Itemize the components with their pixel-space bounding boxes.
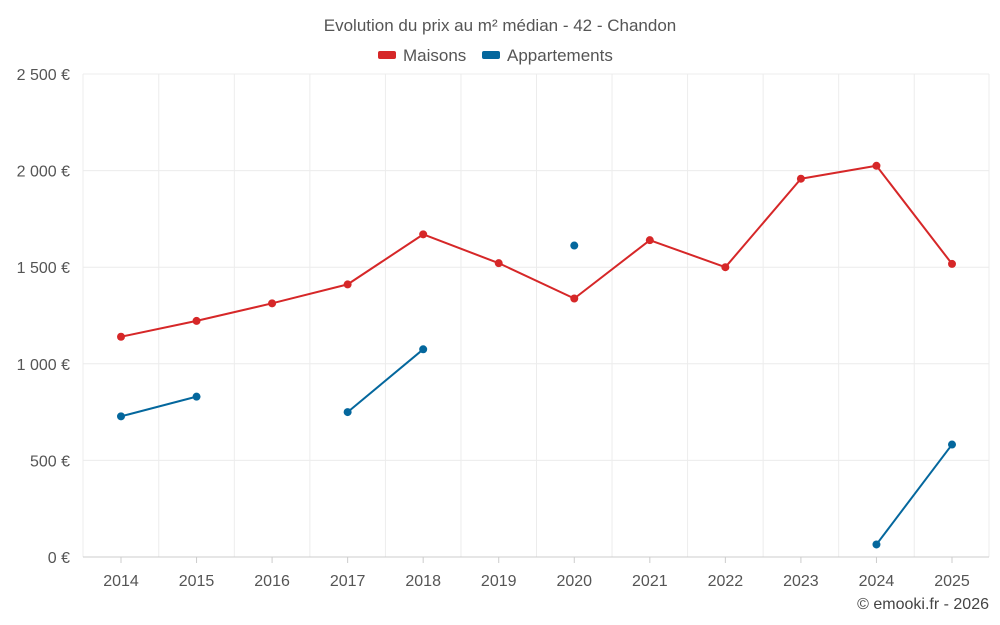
data-point-maisons-2016[interactable] bbox=[268, 299, 277, 308]
data-point-maisons-2021[interactable] bbox=[645, 236, 654, 245]
series-maisons bbox=[117, 161, 956, 341]
x-tick-label: 2025 bbox=[934, 573, 970, 590]
x-tick-label: 2014 bbox=[103, 573, 139, 590]
chart-title: Evolution du prix au m² médian - 42 - Ch… bbox=[324, 16, 676, 35]
data-point-appartements-2024[interactable] bbox=[872, 540, 881, 549]
series-layer bbox=[117, 161, 956, 549]
y-tick-label: 500 € bbox=[30, 453, 70, 470]
x-tick-label: 2018 bbox=[405, 573, 441, 590]
data-point-maisons-2019[interactable] bbox=[494, 259, 503, 268]
x-tick-label: 2015 bbox=[179, 573, 215, 590]
data-point-maisons-2014[interactable] bbox=[117, 332, 125, 341]
series-line-appartements bbox=[875, 443, 953, 546]
y-tick-label: 0 € bbox=[48, 550, 70, 567]
y-tick-label: 2 000 € bbox=[17, 164, 70, 181]
data-point-appartements-2025[interactable] bbox=[948, 440, 956, 449]
data-point-appartements-2014[interactable] bbox=[117, 412, 125, 421]
data-point-maisons-2022[interactable] bbox=[721, 263, 730, 272]
data-point-maisons-2024[interactable] bbox=[872, 161, 881, 170]
grid bbox=[82, 73, 990, 558]
data-point-maisons-2023[interactable] bbox=[796, 174, 805, 183]
data-point-appartements-2020[interactable] bbox=[570, 241, 579, 250]
legend-label-appartements[interactable]: Appartements bbox=[507, 46, 613, 65]
x-tick-label: 2023 bbox=[783, 573, 819, 590]
y-axis-ticks: 0 € 500 € 1 000 € 1 500 € 2 000 € 2 500 € bbox=[17, 67, 70, 567]
legend-label-maisons[interactable]: Maisons bbox=[403, 46, 466, 65]
data-point-maisons-2025[interactable] bbox=[948, 259, 956, 268]
y-tick-label: 1 000 € bbox=[17, 357, 70, 374]
data-point-maisons-2018[interactable] bbox=[419, 230, 428, 239]
data-point-maisons-2015[interactable] bbox=[192, 316, 201, 325]
data-point-maisons-2017[interactable] bbox=[343, 280, 352, 289]
legend: Maisons Appartements bbox=[378, 46, 613, 65]
y-tick-label: 2 500 € bbox=[17, 67, 70, 84]
data-point-appartements-2018[interactable] bbox=[419, 345, 428, 354]
legend-swatch-maisons bbox=[378, 51, 396, 59]
x-tick-label: 2019 bbox=[481, 573, 517, 590]
legend-swatch-appartements bbox=[482, 51, 500, 59]
x-tick-label: 2020 bbox=[556, 573, 592, 590]
x-tick-label: 2024 bbox=[859, 573, 895, 590]
x-tick-label: 2021 bbox=[632, 573, 668, 590]
data-point-appartements-2015[interactable] bbox=[192, 392, 201, 401]
y-tick-label: 1 500 € bbox=[17, 260, 70, 277]
series-line-appartements bbox=[120, 395, 197, 418]
x-axis-ticks: 2014 2015 2016 2017 2018 2019 2020 2021 2022 2023… bbox=[103, 557, 970, 590]
credit: © emooki.fr - 2026 bbox=[857, 596, 989, 613]
data-point-maisons-2020[interactable] bbox=[570, 294, 579, 303]
x-tick-label: 2017 bbox=[330, 573, 366, 590]
x-tick-label: 2016 bbox=[254, 573, 290, 590]
data-point-appartements-2017[interactable] bbox=[343, 408, 352, 417]
series-line-maisons bbox=[120, 164, 953, 338]
series-line-appartements bbox=[346, 348, 424, 413]
series-appartements bbox=[117, 241, 956, 549]
x-tick-label: 2022 bbox=[708, 573, 744, 590]
